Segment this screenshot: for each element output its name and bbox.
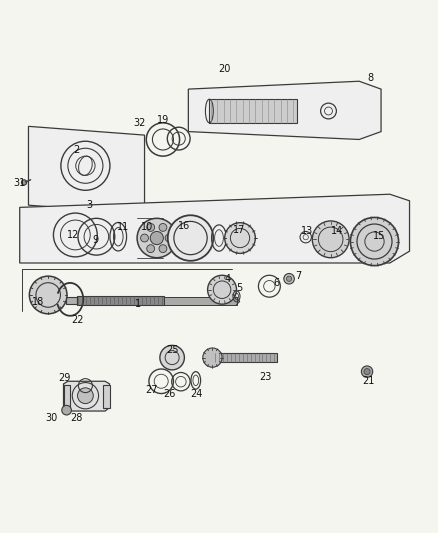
Polygon shape [28, 126, 145, 214]
Text: 25: 25 [166, 345, 178, 355]
Bar [64, 385, 70, 408]
Circle shape [150, 231, 163, 245]
Text: 15: 15 [373, 231, 385, 241]
Bar [103, 385, 110, 408]
Text: 29: 29 [59, 373, 71, 383]
Text: 19: 19 [157, 115, 170, 125]
Text: 22: 22 [72, 315, 84, 325]
Polygon shape [20, 194, 410, 263]
Text: 9: 9 [92, 235, 99, 245]
Circle shape [286, 276, 292, 281]
Circle shape [147, 223, 155, 231]
Circle shape [168, 215, 213, 261]
Circle shape [141, 234, 148, 242]
Circle shape [364, 368, 370, 375]
Text: 1: 1 [135, 298, 141, 309]
Text: 8: 8 [367, 73, 373, 83]
Text: 16: 16 [178, 221, 190, 231]
Text: 20: 20 [219, 63, 231, 74]
Text: 17: 17 [233, 225, 245, 235]
Bar [214, 353, 277, 362]
Circle shape [62, 405, 71, 415]
Text: 24: 24 [190, 389, 202, 399]
Bar [209, 99, 297, 123]
Circle shape [361, 366, 373, 377]
Text: 32: 32 [133, 118, 145, 128]
Text: 30: 30 [46, 413, 58, 423]
Circle shape [312, 221, 349, 258]
Text: 28: 28 [71, 413, 83, 423]
Circle shape [147, 245, 155, 253]
Text: 11: 11 [117, 222, 130, 232]
Circle shape [29, 276, 67, 314]
Text: 4: 4 [225, 274, 231, 284]
Circle shape [284, 273, 294, 284]
Circle shape [208, 275, 237, 304]
Circle shape [159, 245, 167, 253]
Text: 7: 7 [295, 271, 301, 281]
Text: 10: 10 [141, 222, 153, 232]
Text: 18: 18 [32, 297, 44, 308]
Circle shape [159, 223, 167, 231]
Text: 5: 5 [237, 284, 243, 293]
Circle shape [78, 388, 93, 403]
Bar [164, 297, 237, 304]
Polygon shape [64, 381, 110, 411]
Text: 2: 2 [74, 146, 80, 156]
Polygon shape [188, 81, 381, 140]
Bar [77, 296, 164, 305]
Circle shape [21, 180, 27, 185]
Circle shape [225, 223, 255, 253]
Text: 13: 13 [300, 225, 313, 236]
Text: 27: 27 [146, 385, 158, 395]
Circle shape [203, 348, 222, 367]
Text: 31: 31 [14, 178, 26, 188]
Circle shape [137, 219, 177, 258]
Bar [66, 297, 77, 304]
Circle shape [165, 234, 173, 242]
Text: 3: 3 [87, 200, 93, 210]
Text: 23: 23 [260, 372, 272, 382]
Text: 6: 6 [273, 278, 279, 288]
Circle shape [350, 217, 399, 265]
Text: 14: 14 [331, 225, 343, 236]
Text: 12: 12 [67, 230, 80, 239]
Text: 21: 21 [363, 376, 375, 386]
Circle shape [160, 345, 184, 370]
Text: 26: 26 [163, 389, 176, 399]
